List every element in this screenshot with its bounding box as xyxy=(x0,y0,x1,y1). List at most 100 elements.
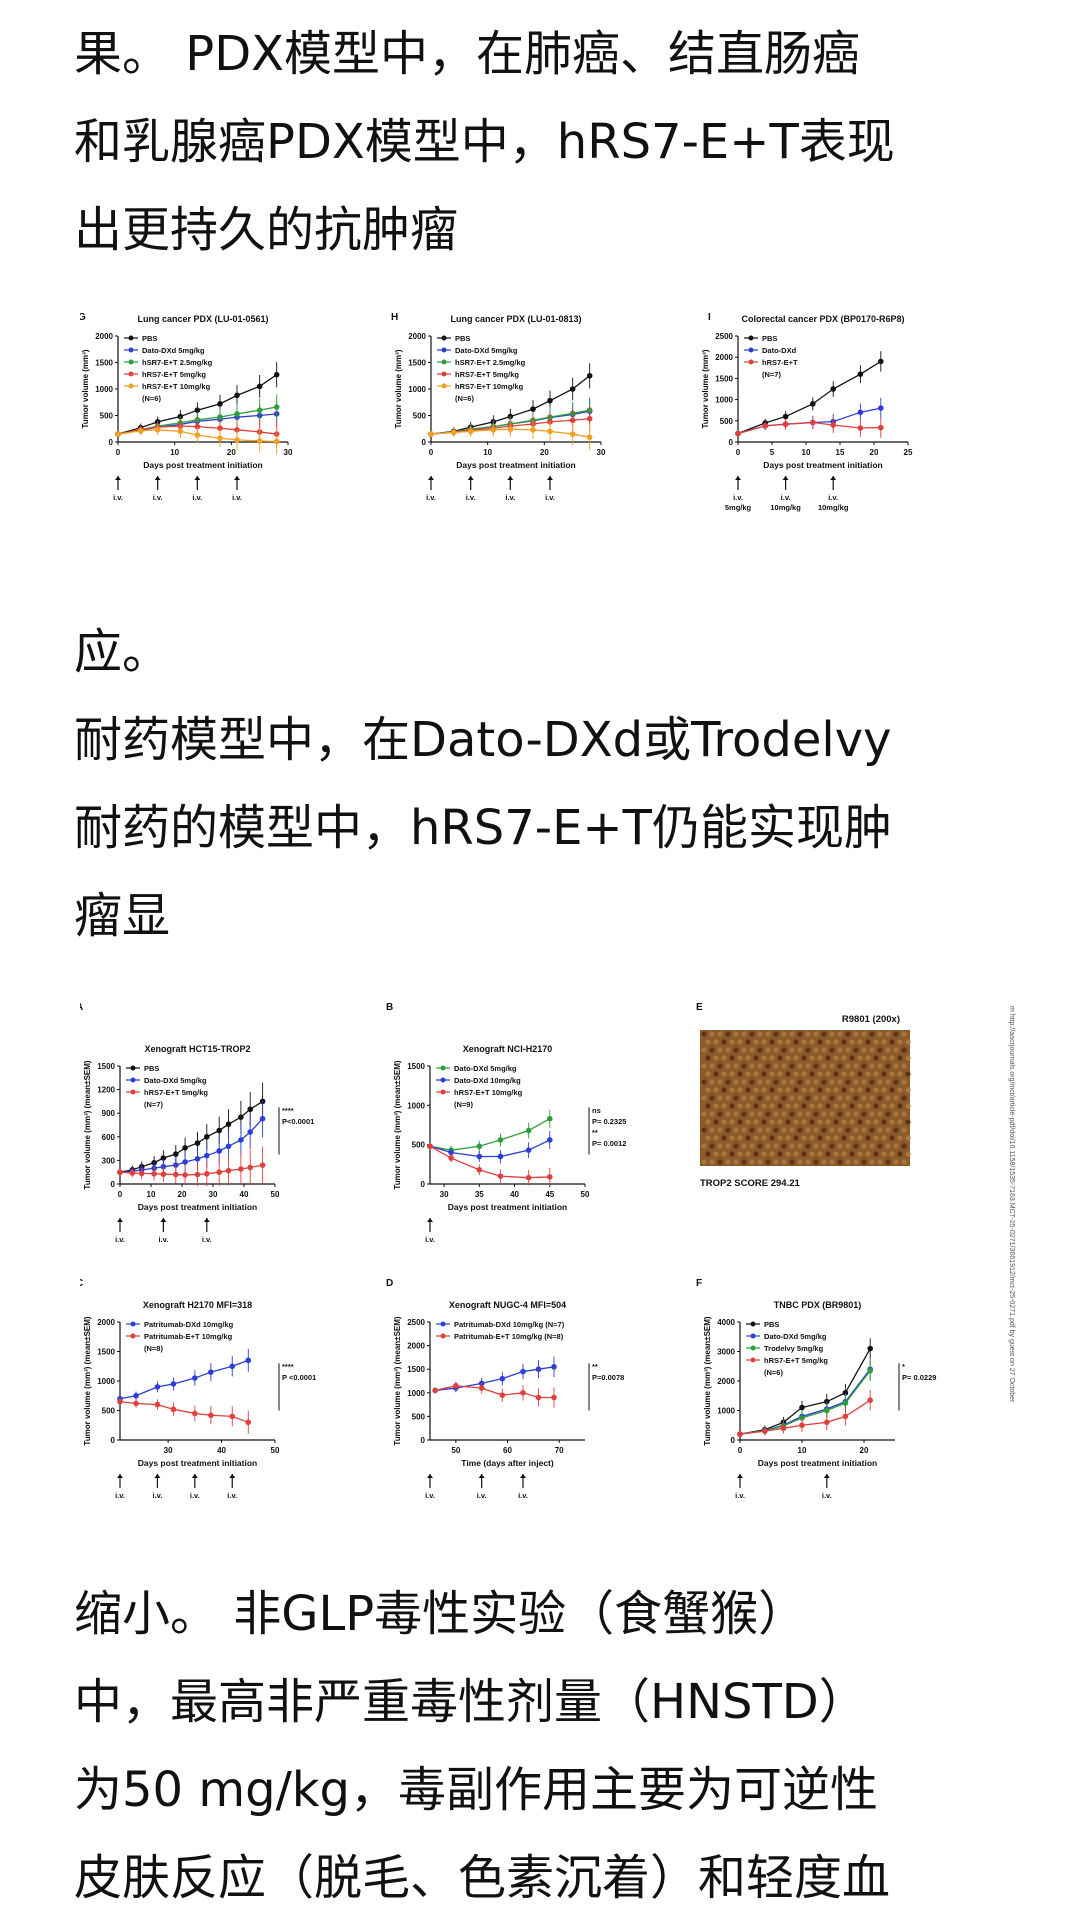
legend-marker xyxy=(128,359,134,365)
cell-nucleus xyxy=(789,1143,795,1149)
cell-nucleus xyxy=(893,1047,899,1053)
dose-arrow-head xyxy=(427,1218,433,1222)
cell-nucleus xyxy=(729,1087,735,1093)
cell-nucleus xyxy=(873,1103,879,1109)
cell-nucleus xyxy=(885,1127,891,1133)
cell-nucleus xyxy=(901,1095,907,1101)
cell-nucleus xyxy=(809,1135,815,1141)
cell-nucleus xyxy=(773,1127,779,1133)
dose-label: i.v. xyxy=(425,1491,435,1500)
cell-nucleus xyxy=(717,1111,723,1117)
cell-nucleus xyxy=(701,1079,707,1085)
x-tick-label: 35 xyxy=(475,1190,484,1199)
data-point xyxy=(586,415,593,422)
data-point xyxy=(507,426,514,433)
dose-arrow-head xyxy=(737,1474,743,1478)
cell-nucleus xyxy=(801,1151,807,1157)
cell-nucleus xyxy=(737,1071,743,1077)
cell-nucleus xyxy=(725,1079,731,1085)
chart-title: Colorectal cancer PDX (BP0170-R6P8) xyxy=(741,314,904,324)
data-point xyxy=(256,407,263,413)
cell-nucleus xyxy=(869,1063,875,1069)
cell-nucleus xyxy=(761,1087,767,1093)
cell-nucleus xyxy=(713,1055,719,1061)
x-axis-label: Days post treatment initiation xyxy=(138,1202,258,1212)
cell-nucleus xyxy=(901,1047,907,1053)
cell-nucleus xyxy=(845,1159,851,1165)
cell-nucleus xyxy=(745,1087,751,1093)
dose-label: i.v. xyxy=(822,1491,832,1500)
cell-nucleus xyxy=(785,1135,791,1141)
panel-letter: F xyxy=(696,1278,702,1289)
significance-label: **** xyxy=(282,1106,294,1115)
cell-nucleus xyxy=(801,1087,807,1093)
cell-nucleus xyxy=(857,1119,863,1125)
cell-nucleus xyxy=(821,1095,827,1101)
cell-nucleus xyxy=(905,1103,911,1109)
cell-nucleus xyxy=(733,1031,739,1037)
data-point xyxy=(857,425,864,431)
y-axis-label: Tumor volume (mm³) (mean±SEM) xyxy=(393,1316,402,1445)
data-point xyxy=(782,421,789,427)
cell-nucleus xyxy=(837,1127,843,1133)
data-point xyxy=(194,1156,201,1162)
data-point xyxy=(878,405,884,411)
x-tick-label: 50 xyxy=(581,1190,590,1199)
cell-nucleus xyxy=(729,1151,735,1157)
cell-nucleus xyxy=(825,1039,831,1045)
cell-nucleus xyxy=(853,1143,859,1149)
cell-nucleus xyxy=(885,1031,891,1037)
legend-label: Dato-DXd 5mg/kg xyxy=(144,1076,207,1085)
cell-nucleus xyxy=(797,1159,803,1165)
cell-nucleus xyxy=(741,1127,747,1133)
cell-nucleus xyxy=(849,1119,855,1125)
cell-nucleus xyxy=(809,1055,815,1061)
cell-nucleus xyxy=(861,1079,867,1085)
y-tick-label: 2000 xyxy=(407,1342,425,1351)
data-point xyxy=(867,1345,873,1352)
data-point xyxy=(810,401,816,407)
data-point xyxy=(490,427,497,433)
cell-nucleus xyxy=(705,1071,711,1077)
x-tick-label: 10 xyxy=(802,448,811,457)
cell-nucleus xyxy=(849,1103,855,1109)
y-tick-label: 1500 xyxy=(715,374,733,383)
data-point xyxy=(478,1385,485,1391)
cell-nucleus xyxy=(709,1047,715,1053)
cell-nucleus xyxy=(841,1055,847,1061)
cell-nucleus xyxy=(817,1071,823,1077)
dose-label: i.v. xyxy=(466,493,476,502)
significance-label: P= 0.0229 xyxy=(902,1373,936,1382)
cell-nucleus xyxy=(785,1087,791,1093)
cell-nucleus xyxy=(749,1127,755,1133)
cell-nucleus xyxy=(901,1063,907,1069)
cell-nucleus xyxy=(853,1031,859,1037)
cell-nucleus xyxy=(821,1143,827,1149)
x-tick-label: 20 xyxy=(540,448,549,457)
data-point xyxy=(160,1171,167,1177)
data-point xyxy=(525,1147,532,1153)
cell-nucleus xyxy=(797,1111,803,1117)
cell-nucleus xyxy=(733,1095,739,1101)
cell-nucleus xyxy=(901,1079,907,1085)
cell-nucleus xyxy=(769,1087,775,1093)
cell-nucleus xyxy=(789,1079,795,1085)
cell-nucleus xyxy=(753,1103,759,1109)
data-point xyxy=(867,1367,873,1374)
cell-nucleus xyxy=(725,1111,731,1117)
data-point xyxy=(234,392,240,399)
cell-nucleus xyxy=(793,1087,799,1093)
cell-nucleus xyxy=(897,1087,903,1093)
cell-nucleus xyxy=(817,1119,823,1125)
cell-nucleus xyxy=(765,1159,771,1165)
data-point xyxy=(192,1375,198,1381)
cell-nucleus xyxy=(737,1151,743,1157)
cell-nucleus xyxy=(869,1159,875,1165)
cell-nucleus xyxy=(761,1151,767,1157)
cell-nucleus xyxy=(701,1127,707,1133)
cell-nucleus xyxy=(853,1063,859,1069)
cell-nucleus xyxy=(833,1119,839,1125)
data-point xyxy=(546,1137,553,1143)
cell-nucleus xyxy=(901,1111,907,1117)
data-point xyxy=(182,1172,188,1178)
